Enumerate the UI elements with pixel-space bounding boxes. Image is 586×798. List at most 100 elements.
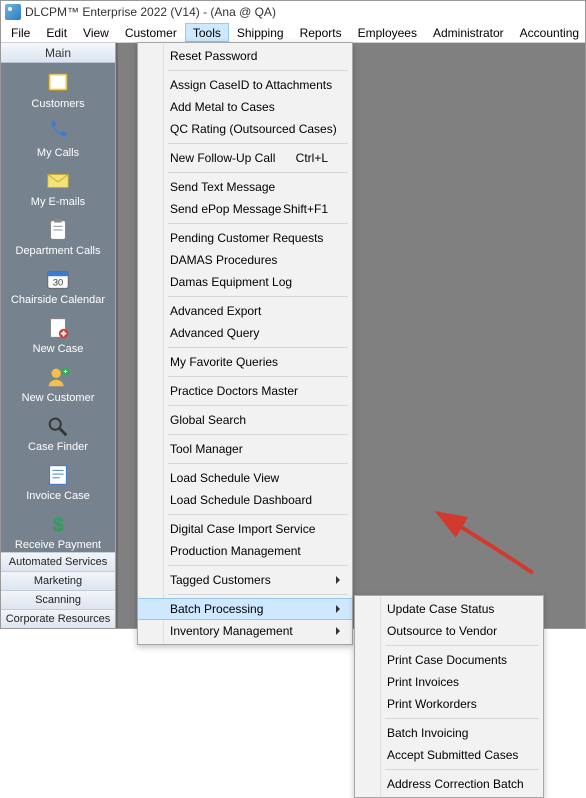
sidebar-header: Main xyxy=(1,43,115,63)
menu-item-label: Outsource to Vendor xyxy=(387,624,497,638)
menu-separator xyxy=(168,565,348,566)
tools-item-send-text-message[interactable]: Send Text Message xyxy=(138,176,352,198)
menu-shipping[interactable]: Shipping xyxy=(229,23,292,42)
book-icon xyxy=(42,69,74,97)
menu-separator xyxy=(168,405,348,406)
tools-item-advanced-query[interactable]: Advanced Query xyxy=(138,322,352,344)
batch-item-print-invoices[interactable]: Print Invoices xyxy=(355,671,543,693)
workspace: Reset Password Assign CaseID to Attachmen… xyxy=(116,43,585,628)
tools-item-digital-case-import-service[interactable]: Digital Case Import Service xyxy=(138,518,352,540)
sidebar-item-my-calls[interactable]: My Calls xyxy=(1,116,115,165)
menu-item-label: My Favorite Queries xyxy=(170,355,278,369)
sidebar: Main CustomersMy CallsMy E-mails Departme… xyxy=(1,43,116,628)
batch-item-outsource-to-vendor[interactable]: Outsource to Vendor xyxy=(355,620,543,642)
sidebar-item-chairside-calendar[interactable]: 30 Chairside Calendar xyxy=(1,263,115,312)
tools-item-advanced-export[interactable]: Advanced Export xyxy=(138,300,352,322)
tools-item-tagged-customers[interactable]: Tagged Customers xyxy=(138,569,352,591)
batch-item-accept-submitted-cases[interactable]: Accept Submitted Cases xyxy=(355,744,543,766)
sidebar-item-label: Case Finder xyxy=(28,441,88,453)
plus-doc-icon xyxy=(42,314,74,342)
tools-item-pending-customer-requests[interactable]: Pending Customer Requests xyxy=(138,227,352,249)
menu-item-label: Tool Manager xyxy=(170,442,243,456)
sidebar-item-label: Department Calls xyxy=(16,245,101,257)
menu-separator xyxy=(168,143,348,144)
sidebar-item-case-finder[interactable]: Case Finder xyxy=(1,410,115,459)
sidebar-item-my-e-mails[interactable]: My E-mails xyxy=(1,165,115,214)
menu-item-shortcut: Shift+F1 xyxy=(283,202,328,216)
menu-reports[interactable]: Reports xyxy=(292,23,350,42)
menu-tools[interactable]: Tools xyxy=(185,23,229,42)
menu-bar: FileEditViewCustomerToolsShippingReports… xyxy=(1,23,585,43)
menu-item-label: Batch Invoicing xyxy=(387,726,468,740)
menu-item-label: Print Invoices xyxy=(387,675,459,689)
menu-item-label: Send Text Message xyxy=(170,180,275,194)
menu-view[interactable]: View xyxy=(75,23,117,42)
batch-item-print-case-documents[interactable]: Print Case Documents xyxy=(355,649,543,671)
menu-item-label: Batch Processing xyxy=(170,602,263,616)
menu-separator xyxy=(385,718,539,719)
batch-item-batch-invoicing[interactable]: Batch Invoicing xyxy=(355,722,543,744)
menu-item-label: Advanced Export xyxy=(170,304,261,318)
sidebar-footer-marketing[interactable]: Marketing xyxy=(1,571,115,590)
tools-item-batch-processing[interactable]: Batch Processing xyxy=(138,598,352,620)
svg-text:30: 30 xyxy=(53,278,63,288)
tools-item-qc-rating-outsourced-cases-[interactable]: QC Rating (Outsourced Cases) xyxy=(138,118,352,140)
batch-item-address-correction-batch[interactable]: Address Correction Batch xyxy=(355,773,543,795)
menu-item-shortcut: Ctrl+L xyxy=(296,151,328,165)
window-title: DLCPM™ Enterprise 2022 (V14) - (Ana @ QA… xyxy=(25,5,276,19)
tools-item-damas-equipment-log[interactable]: Damas Equipment Log xyxy=(138,271,352,293)
sidebar-item-label: New Case xyxy=(33,343,84,355)
tools-item-inventory-management[interactable]: Inventory Management xyxy=(138,620,352,642)
menu-item-label: Print Workorders xyxy=(387,697,477,711)
sidebar-item-label: Receive Payment xyxy=(15,539,101,551)
tools-item-load-schedule-dashboard[interactable]: Load Schedule Dashboard xyxy=(138,489,352,511)
tools-item-reset-password[interactable]: Reset Password xyxy=(138,45,352,67)
menu-accounting[interactable]: Accounting xyxy=(512,23,586,42)
menu-file[interactable]: File xyxy=(3,23,38,42)
menu-item-label: Print Case Documents xyxy=(387,653,507,667)
menu-separator xyxy=(168,347,348,348)
menu-item-label: Load Schedule Dashboard xyxy=(170,493,312,507)
batch-item-print-workorders[interactable]: Print Workorders xyxy=(355,693,543,715)
tools-item-send-epop-message[interactable]: Send ePop MessageShift+F1 xyxy=(138,198,352,220)
tools-item-practice-doctors-master[interactable]: Practice Doctors Master xyxy=(138,380,352,402)
sidebar-item-customers[interactable]: Customers xyxy=(1,67,115,116)
sidebar-footer-automated-services[interactable]: Automated Services xyxy=(1,552,115,571)
tools-item-add-metal-to-cases[interactable]: Add Metal to Cases xyxy=(138,96,352,118)
sidebar-item-new-case[interactable]: New Case xyxy=(1,312,115,361)
menu-customer[interactable]: Customer xyxy=(117,23,185,42)
sidebar-item-new-customer[interactable]: New Customer xyxy=(1,361,115,410)
menu-item-label: DAMAS Procedures xyxy=(170,253,277,267)
batch-item-update-case-status[interactable]: Update Case Status xyxy=(355,598,543,620)
menu-item-label: Global Search xyxy=(170,413,246,427)
sidebar-item-label: New Customer xyxy=(22,392,95,404)
menu-separator xyxy=(385,645,539,646)
menu-item-label: Address Correction Batch xyxy=(387,777,524,791)
menu-separator xyxy=(168,296,348,297)
menu-administrator[interactable]: Administrator xyxy=(425,23,512,42)
tools-item-global-search[interactable]: Global Search xyxy=(138,409,352,431)
sidebar-item-label: Chairside Calendar xyxy=(11,294,105,306)
sidebar-item-department-calls[interactable]: Department Calls xyxy=(1,214,115,263)
menu-item-label: Tagged Customers xyxy=(170,573,271,587)
tools-item-assign-caseid-to-attachments[interactable]: Assign CaseID to Attachments xyxy=(138,74,352,96)
tools-item-tool-manager[interactable]: Tool Manager xyxy=(138,438,352,460)
menu-item-label: Reset Password xyxy=(170,49,257,63)
menu-employees[interactable]: Employees xyxy=(350,23,425,42)
tools-item-damas-procedures[interactable]: DAMAS Procedures xyxy=(138,249,352,271)
sidebar-item-invoice-case[interactable]: Invoice Case xyxy=(1,459,115,508)
title-bar: DLCPM™ Enterprise 2022 (V14) - (Ana @ QA… xyxy=(1,1,585,23)
tools-item-load-schedule-view[interactable]: Load Schedule View xyxy=(138,467,352,489)
sidebar-footer-corporate-resources[interactable]: Corporate Resources xyxy=(1,609,115,628)
menu-separator xyxy=(168,434,348,435)
menu-item-label: Update Case Status xyxy=(387,602,494,616)
tools-item-production-management[interactable]: Production Management xyxy=(138,540,352,562)
menu-item-label: Inventory Management xyxy=(170,624,293,638)
tools-item-my-favorite-queries[interactable]: My Favorite Queries xyxy=(138,351,352,373)
sidebar-footer-scanning[interactable]: Scanning xyxy=(1,590,115,609)
menu-item-label: Assign CaseID to Attachments xyxy=(170,78,332,92)
tools-item-new-follow-up-call[interactable]: New Follow-Up CallCtrl+L xyxy=(138,147,352,169)
search-icon xyxy=(42,412,74,440)
menu-edit[interactable]: Edit xyxy=(38,23,75,42)
sidebar-item-receive-payment[interactable]: $Receive Payment xyxy=(1,508,115,552)
